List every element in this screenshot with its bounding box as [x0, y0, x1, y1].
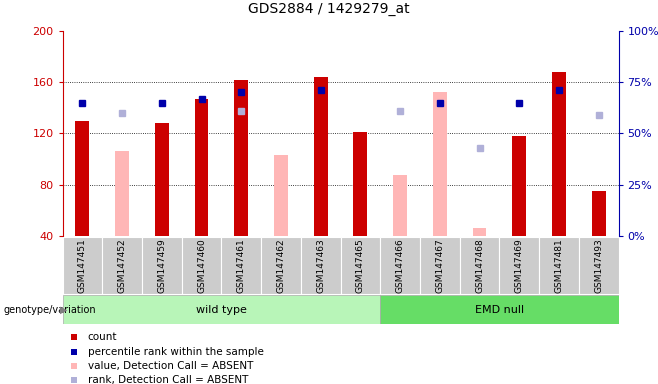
Bar: [539, 237, 579, 294]
Bar: [76, 121, 89, 236]
Text: GDS2884 / 1429279_at: GDS2884 / 1429279_at: [248, 2, 410, 16]
Text: GSM147451: GSM147451: [78, 238, 87, 293]
Bar: [380, 295, 619, 324]
Bar: [380, 237, 420, 294]
Text: EMD null: EMD null: [475, 305, 524, 314]
Bar: [433, 92, 447, 236]
Bar: [353, 132, 367, 236]
Text: GSM147452: GSM147452: [118, 238, 126, 293]
Text: GSM147468: GSM147468: [475, 238, 484, 293]
Text: genotype/variation: genotype/variation: [3, 305, 96, 314]
Text: GSM147466: GSM147466: [395, 238, 405, 293]
Bar: [234, 79, 248, 236]
Text: GSM147467: GSM147467: [436, 238, 444, 293]
Bar: [63, 237, 102, 294]
Text: GSM147481: GSM147481: [555, 238, 563, 293]
Text: GSM147460: GSM147460: [197, 238, 206, 293]
Bar: [301, 237, 340, 294]
Text: GSM147465: GSM147465: [356, 238, 365, 293]
Bar: [314, 77, 328, 236]
Text: GSM147462: GSM147462: [276, 238, 286, 293]
Bar: [579, 237, 619, 294]
Text: GSM147461: GSM147461: [237, 238, 245, 293]
Bar: [420, 237, 460, 294]
Text: GSM147493: GSM147493: [594, 238, 603, 293]
Text: ▶: ▶: [60, 305, 67, 314]
Text: GSM147469: GSM147469: [515, 238, 524, 293]
Text: GSM147463: GSM147463: [316, 238, 325, 293]
Bar: [182, 237, 221, 294]
Text: rank, Detection Call = ABSENT: rank, Detection Call = ABSENT: [88, 375, 248, 384]
Text: GSM147459: GSM147459: [157, 238, 166, 293]
Bar: [102, 237, 142, 294]
Bar: [261, 237, 301, 294]
Bar: [513, 136, 526, 236]
Text: wild type: wild type: [196, 305, 247, 314]
Bar: [393, 174, 407, 236]
Bar: [341, 237, 380, 294]
Bar: [460, 237, 499, 294]
Bar: [155, 123, 168, 236]
Bar: [142, 237, 182, 294]
Text: count: count: [88, 333, 117, 343]
Text: percentile rank within the sample: percentile rank within the sample: [88, 347, 264, 357]
Bar: [499, 237, 539, 294]
Bar: [592, 191, 605, 236]
Bar: [221, 237, 261, 294]
Bar: [552, 72, 566, 236]
Bar: [472, 228, 486, 236]
Bar: [274, 155, 288, 236]
Text: value, Detection Call = ABSENT: value, Detection Call = ABSENT: [88, 361, 253, 371]
Bar: [115, 151, 129, 236]
Bar: [63, 295, 380, 324]
Bar: [195, 99, 209, 236]
